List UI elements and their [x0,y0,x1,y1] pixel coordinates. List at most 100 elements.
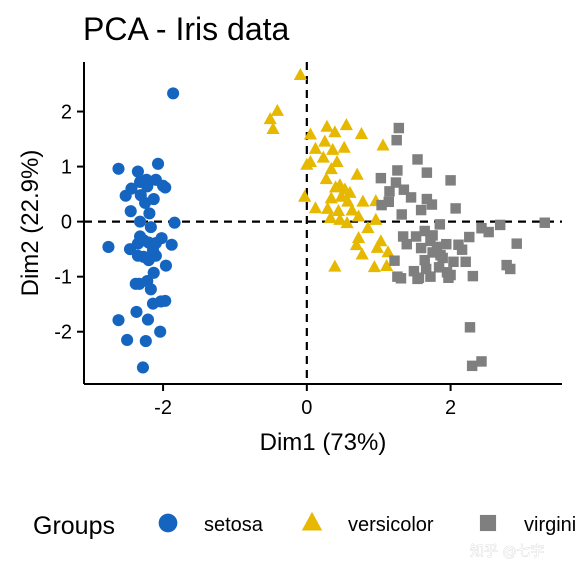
virginica-point [441,238,452,250]
virginica-point [466,360,478,372]
virginica-point [483,226,494,238]
virginica-point [419,254,430,266]
legend-item-setosa: setosa [158,513,264,536]
virginica-point [476,223,487,234]
versicolor-point [381,245,395,258]
virginica-point [443,272,454,283]
y-tick-label: 1 [61,157,72,179]
versicolor-point [324,191,338,204]
versicolor-point [330,155,344,168]
versicolor-point [361,221,375,234]
series-virginica [375,122,550,372]
y-tick-label: -1 [54,267,72,289]
versicolor-point [337,140,351,153]
setosa-point [144,221,157,234]
versicolor-point [349,238,364,251]
versicolor-point [303,127,318,140]
virginica-point [539,217,550,228]
virginica-point [412,154,423,165]
setosa-point [112,162,125,175]
versicolor-point [345,203,359,216]
virginica-point [467,270,479,282]
setosa-point [141,313,155,326]
setosa-point [167,87,180,100]
versicolor-point [341,194,355,207]
virginica-point [420,263,432,275]
versicolor-point [320,119,334,132]
legend-label: versicolor [348,514,434,536]
virginica-point [511,238,522,249]
data-points [102,68,550,374]
virginica-point [375,172,387,184]
setosa-point [130,305,143,318]
virginica-point [453,239,464,250]
virginica-point [408,265,420,277]
legend: Groups setosa versicolor virginica [33,511,576,540]
setosa-point [159,181,172,194]
virginica-point [415,242,427,254]
virginica-point [393,122,405,134]
setosa-point [155,232,168,245]
versicolor-point [270,103,284,116]
versicolor-point [355,247,369,260]
virginica-point [434,219,446,230]
versicolor-point [351,230,366,243]
versicolor-point [340,216,354,229]
versicolor-point [369,212,383,225]
x-axis-title: Dim1 (73%) [260,429,387,456]
versicolor-point [370,240,384,253]
reference-lines [84,62,562,384]
setosa-point [154,325,167,338]
setosa-point [134,215,147,228]
virginica-point [421,193,433,205]
setosa-point [154,295,167,308]
virginica-point [427,230,438,241]
virginica-point [396,209,407,220]
y-ticks: -2 -1 0 1 2 [54,102,84,344]
virginica-point [419,225,430,237]
setosa-point [121,333,134,347]
virginica-point [401,238,412,250]
virginica-point [421,167,433,178]
virginica-point [395,273,407,284]
virginica-point [425,271,436,282]
virginica-point [435,249,446,261]
virginica-point [425,235,436,247]
setosa-point [141,180,154,193]
virginica-point [448,256,459,268]
virginica-point [415,204,427,216]
legend-key-versicolor [301,511,323,531]
virginica-point [389,255,400,266]
versicolor-point [328,125,342,138]
setosa-point [143,207,156,220]
virginica-point [398,184,410,195]
virginica-point [431,241,443,253]
legend-items: setosa versicolor virginica [158,511,576,536]
x-tick-label: 0 [301,397,312,419]
versicolor-point [319,172,333,185]
virginica-point [464,231,475,243]
versicolor-point [326,142,340,155]
versicolor-point [328,259,342,272]
virginica-point [445,175,456,186]
versicolor-point [354,126,369,139]
virginica-point [494,219,506,231]
virginica-point [410,231,422,242]
virginica-point [392,165,403,176]
x-tick-label: -2 [154,397,172,419]
setosa-point [151,157,165,170]
virginica-point [433,262,445,273]
legend-key-setosa [158,513,178,533]
virginica-point [397,231,409,242]
versicolor-point [356,194,370,207]
virginica-point [460,256,471,268]
y-tick-label: 0 [61,212,72,234]
versicolor-point [300,157,314,170]
versicolor-point [343,185,357,198]
series-setosa [102,87,181,374]
setosa-point [131,165,144,178]
virginica-point [390,177,402,188]
x-tick-label: 2 [445,397,456,419]
versicolor-point [266,121,280,135]
setosa-point [159,259,172,272]
